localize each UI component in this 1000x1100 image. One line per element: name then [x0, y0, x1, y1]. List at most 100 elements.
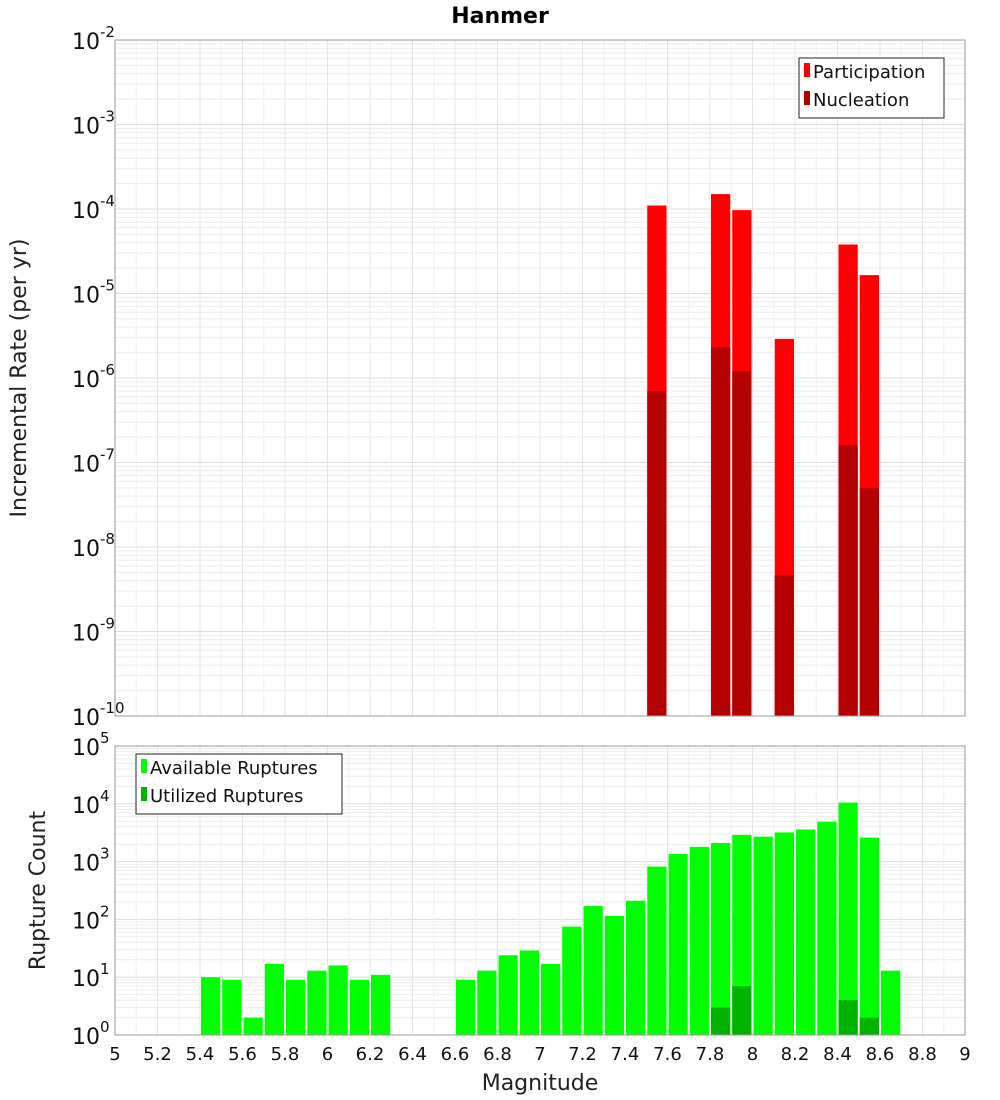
bar — [732, 371, 752, 716]
series-0 — [201, 802, 901, 1035]
y-tick-base: 10 — [72, 30, 100, 55]
bar — [604, 915, 624, 1035]
y-tick-exponent: -5 — [100, 277, 115, 295]
bar — [711, 842, 731, 1035]
bar — [328, 965, 348, 1035]
y-tick-base: 10 — [72, 284, 100, 309]
x-tick-label: 6.6 — [441, 1044, 470, 1065]
bar — [859, 1017, 879, 1035]
y-tick-base: 10 — [72, 852, 100, 877]
x-tick-label: 8.2 — [781, 1044, 810, 1065]
x-tick-label: 6.8 — [483, 1044, 512, 1065]
x-tick-label: 7.4 — [611, 1044, 640, 1065]
y-tick-exponent: 1 — [100, 960, 110, 978]
y-tick-exponent: 2 — [100, 902, 110, 920]
y-tick-exponent: -8 — [100, 530, 115, 548]
y-tick-base: 10 — [72, 706, 100, 731]
bar — [753, 836, 773, 1035]
legend-box — [135, 753, 343, 815]
bar — [732, 986, 752, 1035]
y-tick-exponent: 4 — [100, 787, 110, 805]
bar — [583, 906, 603, 1035]
x-tick-label: 9 — [959, 1044, 970, 1065]
bar — [711, 347, 731, 716]
legend: Participation Nucleation — [798, 57, 945, 119]
bar — [201, 977, 221, 1035]
y-tick-exponent: 5 — [100, 729, 110, 747]
x-tick-label: 5.8 — [271, 1044, 300, 1065]
y-tick-label: 100 — [72, 1018, 110, 1050]
y-tick-label: 10-2 — [72, 23, 115, 55]
chart-title: Hanmer — [451, 4, 549, 29]
bar — [371, 974, 391, 1035]
y-tick-label: 103 — [72, 845, 110, 877]
bar — [774, 832, 794, 1035]
bar — [668, 854, 688, 1035]
x-tick-label: 8 — [747, 1044, 758, 1065]
bar — [349, 979, 369, 1035]
bar — [647, 391, 667, 716]
bar — [477, 970, 497, 1035]
legend-label: Participation — [813, 62, 925, 83]
x-tick-label: 7.2 — [568, 1044, 597, 1065]
y-tick-exponent: -6 — [100, 361, 115, 379]
y-tick-base: 10 — [72, 622, 100, 647]
bar — [774, 575, 794, 716]
y-tick-exponent: -4 — [100, 192, 115, 210]
x-tick-label: 5.2 — [143, 1044, 172, 1065]
y-tick-base: 10 — [72, 537, 100, 562]
legend: Available Ruptures Utilized Ruptures — [135, 753, 343, 815]
x-tick-label: 8.4 — [823, 1044, 852, 1065]
x-axis-label: Magnitude — [482, 1071, 599, 1096]
plot-frame — [114, 39, 966, 717]
x-tick-label: 7 — [534, 1044, 545, 1065]
y-tick-base: 10 — [72, 115, 100, 140]
series-1 — [711, 986, 879, 1035]
bar — [456, 979, 476, 1035]
y-tick-base: 10 — [72, 453, 100, 478]
y-tick-exponent: 0 — [100, 1018, 110, 1036]
incremental-rate-panel: 10-1010-910-810-710-610-510-410-310-2Inc… — [7, 4, 966, 731]
y-tick-label: 10-6 — [72, 361, 115, 393]
y-tick-label: 101 — [72, 960, 110, 992]
y-tick-label: 104 — [72, 787, 110, 819]
y-tick-label: 10-5 — [72, 277, 115, 309]
legend-swatch — [804, 91, 810, 105]
y-axis-label: Incremental Rate (per yr) — [7, 239, 32, 518]
y-tick-exponent: 3 — [100, 845, 110, 863]
y-tick-exponent: -10 — [100, 699, 125, 717]
series-1 — [647, 347, 879, 716]
bar — [264, 963, 284, 1035]
y-tick-exponent: -9 — [100, 615, 115, 633]
y-tick-label: 10-10 — [72, 699, 125, 731]
y-tick-base: 10 — [72, 199, 100, 224]
x-tick-label: 5.6 — [228, 1044, 257, 1065]
bar — [498, 955, 518, 1035]
y-tick-label: 102 — [72, 902, 110, 934]
y-tick-base: 10 — [72, 368, 100, 393]
bar — [286, 979, 306, 1035]
bar — [222, 979, 242, 1035]
bar — [519, 950, 539, 1035]
bar — [562, 926, 582, 1035]
legend-swatch — [141, 787, 147, 801]
bar — [859, 837, 879, 1035]
y-tick-label: 10-9 — [72, 615, 115, 647]
y-tick-label: 10-3 — [72, 108, 115, 140]
x-tick-label: 7.6 — [653, 1044, 682, 1065]
grid — [114, 40, 966, 717]
y-tick-label: 10-8 — [72, 530, 115, 562]
x-tick-label: 5 — [109, 1044, 120, 1065]
bar — [307, 970, 327, 1035]
x-tick-label: 6 — [322, 1044, 333, 1065]
plot-frame — [114, 745, 966, 1036]
x-tick-label: 5.4 — [186, 1044, 215, 1065]
legend-label: Utilized Ruptures — [150, 786, 303, 807]
x-tick-label: 6.2 — [356, 1044, 385, 1065]
bar — [838, 802, 858, 1035]
bar — [711, 1007, 731, 1035]
bar — [838, 1000, 858, 1035]
y-tick-exponent: -3 — [100, 108, 115, 126]
